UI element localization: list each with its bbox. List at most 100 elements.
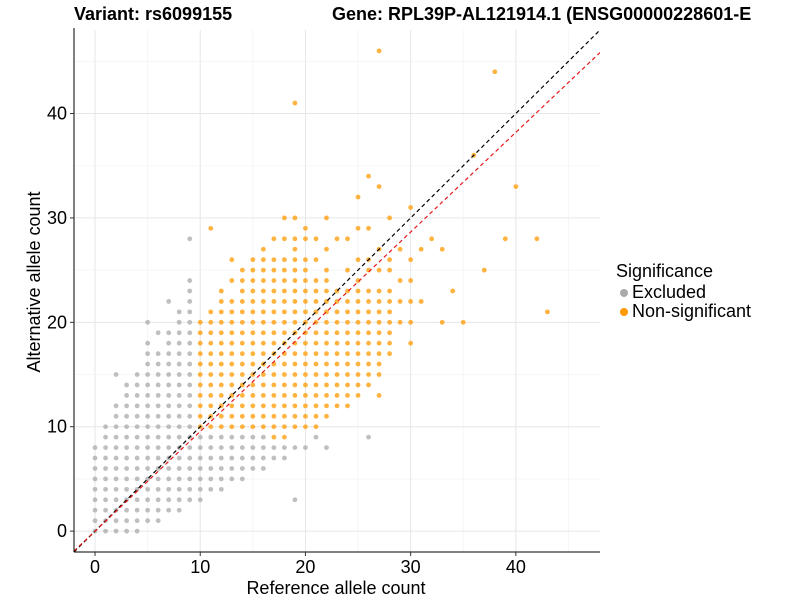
point-non-significant [260,393,266,398]
point-non-significant [218,393,224,398]
point-non-significant [334,319,340,325]
point-non-significant [239,288,245,294]
point-excluded [187,413,193,419]
point-excluded [197,486,203,492]
point-non-significant [197,372,203,377]
point-non-significant [324,267,329,273]
point-non-significant [345,403,350,409]
point-non-significant [271,257,277,263]
point-non-significant [355,257,361,263]
point-non-significant [197,361,203,367]
point-excluded [124,445,129,450]
point-non-significant [292,351,298,357]
point-non-significant [366,382,371,388]
point-non-significant [282,330,287,336]
reference-lines [74,30,600,552]
point-non-significant [366,299,371,304]
point-excluded [282,455,287,461]
point-excluded [218,445,224,450]
point-non-significant [366,372,371,377]
point-excluded [187,236,193,242]
point-non-significant [208,393,214,398]
point-non-significant [260,403,266,409]
point-excluded [208,434,214,440]
point-non-significant [303,267,308,273]
legend-swatch-excluded [620,288,628,297]
point-non-significant [313,351,319,357]
point-excluded [103,497,108,503]
point-non-significant [513,184,519,190]
point-excluded [155,330,161,336]
point-excluded [208,455,214,461]
point-non-significant [292,246,298,252]
point-excluded [187,361,193,367]
point-excluded [155,518,161,524]
point-excluded [134,466,140,471]
point-excluded [145,507,151,513]
point-non-significant [271,434,277,440]
point-non-significant [324,403,329,409]
point-excluded [113,434,119,440]
point-non-significant [355,340,361,346]
point-non-significant [239,393,245,398]
point-non-significant [376,48,382,54]
point-non-significant [239,319,245,325]
point-excluded [197,466,203,471]
point-excluded [260,434,266,440]
point-non-significant [229,278,235,283]
point-non-significant [502,236,508,242]
point-non-significant [303,278,308,283]
legend-item-excluded: Excluded [616,282,751,302]
point-non-significant [208,382,214,388]
point-non-significant [282,372,287,377]
point-excluded [113,455,119,461]
point-excluded [176,507,182,513]
point-non-significant [334,351,340,357]
point-excluded [166,424,172,430]
point-non-significant [229,299,235,304]
point-non-significant [260,413,266,419]
point-excluded [239,445,245,450]
point-excluded [134,528,140,534]
point-excluded [145,340,151,346]
point-non-significant [303,424,308,430]
point-non-significant [282,215,287,221]
point-excluded [155,507,161,513]
x-tick-label: 30 [401,557,421,577]
point-non-significant [250,330,256,336]
point-non-significant [292,372,298,377]
point-non-significant [208,361,214,367]
point-non-significant [292,100,298,106]
point-non-significant [197,319,203,325]
point-non-significant [197,393,203,398]
point-non-significant [334,382,340,388]
point-excluded [113,486,119,492]
point-excluded [176,330,182,336]
point-excluded [145,455,151,461]
point-non-significant [387,340,392,346]
point-non-significant [355,382,361,388]
point-excluded [134,476,140,482]
point-non-significant [366,340,371,346]
point-excluded [166,486,172,492]
point-non-significant [292,361,298,367]
y-tick-label: 30 [47,208,67,228]
point-excluded [124,455,129,461]
point-non-significant [345,351,350,357]
point-non-significant [218,319,224,325]
point-excluded [113,466,119,471]
point-non-significant [292,215,298,221]
point-non-significant [218,340,224,346]
point-non-significant [229,351,235,357]
point-non-significant [260,267,266,273]
point-non-significant [303,225,308,231]
point-excluded [113,372,119,377]
point-excluded [187,278,193,283]
point-non-significant [303,330,308,336]
point-non-significant [250,257,256,263]
point-excluded [271,455,277,461]
point-non-significant [271,382,277,388]
point-non-significant [345,361,350,367]
point-excluded [239,466,245,471]
point-non-significant [408,205,414,210]
